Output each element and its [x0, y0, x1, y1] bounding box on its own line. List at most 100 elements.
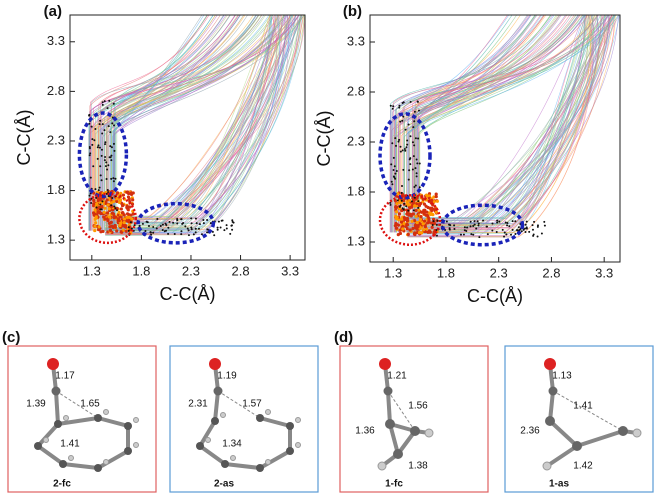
black-point — [180, 233, 183, 236]
black-point — [536, 235, 539, 238]
black-point — [395, 169, 398, 172]
bond — [387, 390, 416, 432]
black-point — [231, 228, 234, 231]
black-point — [524, 227, 527, 230]
black-point — [413, 110, 416, 113]
black-point — [200, 233, 203, 236]
black-point — [491, 229, 494, 232]
black-point — [418, 162, 421, 165]
black-point — [520, 230, 523, 233]
bond — [97, 449, 129, 470]
x-axis-label: C-C(Å) — [467, 286, 523, 306]
trajectory — [105, 14, 303, 223]
red-point — [97, 225, 101, 229]
red-point — [395, 215, 399, 220]
x-tick-label: 1.8 — [132, 263, 150, 278]
black-point — [417, 109, 420, 112]
black-point — [417, 200, 420, 203]
bond — [36, 444, 65, 466]
y-tick-label: 3.3 — [347, 33, 365, 48]
black-point — [144, 230, 147, 233]
red-point — [122, 217, 127, 221]
black-point — [133, 224, 136, 227]
trajectory — [99, 14, 270, 231]
red-point — [395, 202, 399, 206]
black-point — [100, 154, 103, 157]
black-point — [486, 225, 489, 228]
panel-label: (b) — [343, 3, 362, 20]
panel-label: (c) — [2, 329, 20, 346]
black-point — [89, 176, 92, 179]
black-point — [415, 158, 418, 161]
red-point — [427, 219, 431, 223]
trajectory — [400, 14, 598, 233]
black-point — [511, 228, 514, 231]
red-point — [410, 205, 414, 209]
trajectory — [392, 14, 577, 233]
trajectory — [407, 14, 612, 230]
black-point — [514, 220, 517, 223]
black-point — [167, 226, 170, 229]
black-point — [496, 219, 499, 222]
x-tick-label: 2.3 — [182, 263, 200, 278]
red-point — [394, 226, 399, 230]
trajectory — [108, 14, 291, 231]
black-point — [114, 177, 117, 180]
bond — [386, 390, 392, 425]
h-atom — [205, 437, 211, 443]
black-point — [111, 122, 114, 125]
bond — [97, 416, 129, 428]
black-point — [389, 203, 392, 206]
red-point — [430, 221, 434, 225]
black-point — [394, 177, 397, 180]
black-point — [103, 159, 106, 162]
bond-length: 1.19 — [217, 371, 237, 382]
black-point — [110, 204, 113, 207]
bond-length: 1.34 — [222, 439, 242, 450]
bond — [198, 444, 227, 466]
x-tick-label: 2.8 — [232, 263, 250, 278]
bond — [388, 423, 400, 455]
h-atom — [542, 461, 552, 471]
red-point — [105, 211, 110, 215]
black-point — [414, 184, 417, 187]
black-point — [92, 165, 95, 168]
h-atom — [103, 459, 109, 465]
trajectory — [105, 14, 271, 221]
panel-label: (a) — [44, 3, 62, 20]
red-point — [115, 229, 119, 233]
red-point — [406, 232, 410, 236]
red-point — [115, 197, 119, 201]
black-point — [463, 229, 466, 232]
black-point — [112, 102, 115, 105]
x-tick-label: 3.3 — [281, 263, 299, 278]
y-tick-label: 1.8 — [47, 182, 65, 197]
red-point — [412, 232, 417, 236]
atom — [213, 386, 223, 396]
trajectory — [418, 14, 557, 233]
black-point — [186, 227, 189, 230]
h-atom — [265, 459, 271, 465]
black-point — [543, 220, 546, 223]
molecule — [542, 358, 642, 471]
trajectory — [101, 14, 288, 231]
black-point — [509, 233, 512, 236]
black-point — [414, 167, 417, 170]
molecule — [34, 358, 139, 472]
black-point — [435, 229, 438, 232]
trajectory — [402, 14, 613, 233]
red-point — [107, 215, 111, 219]
black-point — [190, 226, 193, 229]
x-tick-label: 1.3 — [83, 263, 101, 278]
black-point — [190, 217, 193, 220]
atom — [393, 449, 403, 459]
trajectory — [407, 14, 591, 238]
black-point — [416, 162, 419, 165]
black-point — [405, 205, 408, 208]
black-point — [213, 234, 216, 237]
trajectory — [407, 14, 598, 234]
trajectory — [112, 14, 205, 231]
red-point — [91, 211, 96, 215]
black-point — [470, 233, 473, 236]
black-point — [391, 142, 394, 145]
